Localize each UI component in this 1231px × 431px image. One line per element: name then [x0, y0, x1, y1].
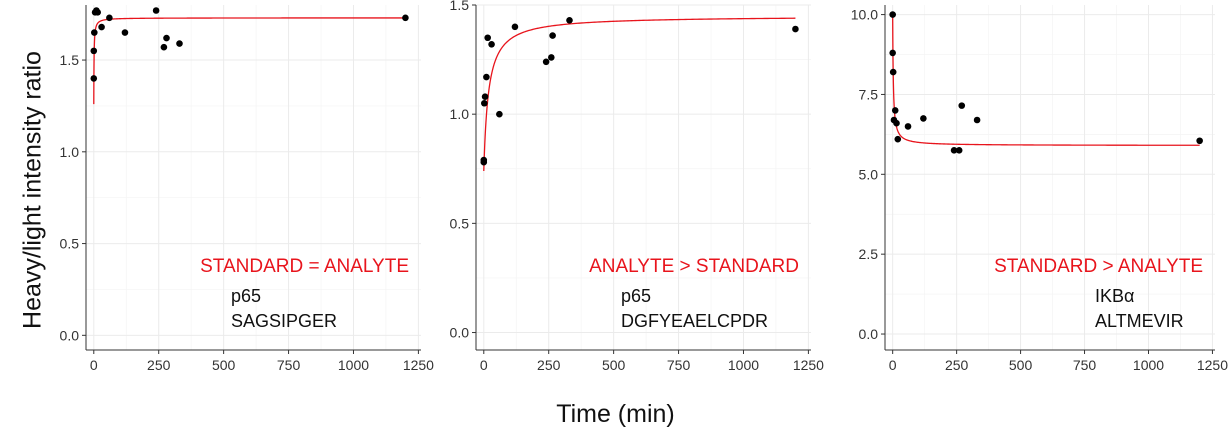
y-tick-label: 7.5 — [859, 86, 879, 102]
y-tick-label: 1.0 — [450, 106, 470, 122]
x-tick-label: 0 — [480, 357, 488, 373]
y-tick-label: 0.0 — [60, 327, 80, 343]
data-point — [152, 7, 160, 14]
y-tick-label: 0.5 — [60, 236, 80, 252]
y-tick-label: 1.5 — [60, 52, 80, 68]
data-point — [548, 54, 555, 61]
y-tick-label: 5.0 — [859, 166, 879, 182]
data-point — [889, 11, 896, 18]
plot-area — [86, 5, 421, 350]
x-tick-label: 250 — [147, 357, 171, 373]
x-tick-label: 750 — [667, 357, 691, 373]
x-tick-label: 1000 — [728, 357, 759, 373]
data-point — [955, 147, 963, 154]
fit-curve — [892, 14, 1200, 146]
y-tick-label: 1.5 — [450, 0, 470, 13]
data-point — [920, 115, 927, 122]
data-point — [481, 99, 488, 107]
panel-annotation: STANDARD > ANALYTE — [994, 256, 1203, 277]
fit-curve — [483, 17, 796, 171]
protein-label: p65 — [231, 286, 261, 306]
peptide-label: SAGSIPGER — [231, 311, 337, 331]
data-point — [98, 23, 105, 31]
data-point — [891, 107, 899, 114]
data-point — [94, 9, 101, 16]
x-tick-label: 500 — [1009, 357, 1033, 373]
x-tick-label: 1250 — [1197, 357, 1228, 373]
x-tick-label: 1000 — [1133, 357, 1164, 373]
panel-p65-sagsipger: 0 250 500 750 1000 1250 0.0 0.5 1.0 1.5 STANDARD =… — [60, 5, 434, 373]
x-tick-label: 500 — [212, 357, 236, 373]
panel-annotation: STANDARD = ANALYTE — [200, 256, 409, 277]
y-axis-label: Heavy/light intensity ratio — [18, 51, 47, 329]
data-point — [889, 68, 897, 76]
plot-area — [885, 5, 1215, 350]
protein-label: IKBα — [1095, 286, 1134, 306]
data-point — [566, 16, 573, 24]
protein-label: p65 — [621, 286, 651, 306]
data-point — [950, 147, 958, 154]
y-tick-label: 0.5 — [450, 215, 470, 231]
y-tick-label: 10.0 — [851, 7, 878, 23]
data-point — [163, 34, 170, 42]
data-point — [496, 110, 503, 118]
data-point — [121, 29, 129, 36]
panel-ikba-altmevir: 0 250 500 750 1000 1250 0.0 2.5 5.0 7.5 10.0 STANDA… — [851, 5, 1228, 373]
x-tick-label: 1250 — [403, 357, 434, 373]
x-tick-label: 250 — [537, 357, 561, 373]
data-point — [481, 93, 489, 101]
plot-area — [476, 5, 811, 350]
data-point — [542, 58, 550, 66]
data-point — [106, 14, 113, 22]
data-point — [176, 40, 183, 47]
x-tick-label: 0 — [889, 357, 897, 373]
data-point — [90, 47, 98, 55]
x-tick-label: 750 — [277, 357, 301, 373]
data-point — [402, 14, 409, 22]
figure-canvas: 0 250 500 750 1000 1250 0.0 0.5 1.0 1.5 STANDARD =… — [60, 0, 1229, 373]
data-point — [1196, 137, 1203, 145]
data-point — [488, 41, 495, 48]
data-point — [904, 123, 912, 130]
data-point — [893, 119, 900, 127]
x-tick-label: 750 — [1073, 357, 1097, 373]
x-tick-label: 0 — [90, 357, 98, 373]
x-tick-label: 500 — [602, 357, 626, 373]
y-tick-label: 0.0 — [450, 325, 470, 341]
x-tick-label: 250 — [945, 357, 969, 373]
panel-p65-dgfyeaelcpdr: 0 250 500 750 1000 1250 0.0 0.5 1.0 1.5 ANALYTE > … — [450, 0, 825, 373]
peptide-label: ALTMEVIR — [1095, 311, 1184, 331]
y-tick-label: 0.0 — [859, 326, 879, 342]
x-tick-label: 1000 — [338, 357, 369, 373]
data-point — [484, 34, 491, 42]
fit-curve — [93, 17, 406, 105]
data-point — [549, 32, 556, 39]
data-point — [958, 102, 966, 109]
data-point — [480, 156, 488, 164]
data-point — [511, 23, 519, 31]
data-point — [160, 43, 168, 51]
data-point — [894, 135, 902, 143]
data-point — [973, 116, 981, 124]
x-axis-label: Time (min) — [556, 400, 675, 428]
y-axis-label-container: Heavy/light intensity ratio — [0, 0, 60, 380]
data-point — [792, 25, 799, 33]
x-tick-label: 1250 — [793, 357, 824, 373]
y-tick-label: 2.5 — [859, 246, 879, 262]
y-tick-label: 1.0 — [60, 144, 80, 160]
peptide-label: DGFYEAELCPDR — [621, 311, 768, 331]
data-point — [483, 73, 490, 81]
data-point — [90, 75, 98, 82]
panel-annotation: ANALYTE > STANDARD — [589, 256, 799, 277]
data-point — [889, 49, 896, 57]
data-point — [91, 29, 98, 36]
